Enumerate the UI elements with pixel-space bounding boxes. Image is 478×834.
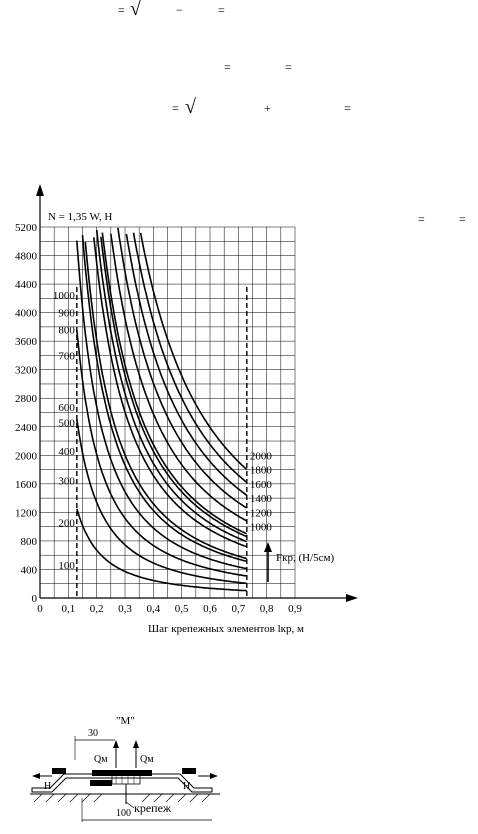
series-label-left: 700 bbox=[58, 350, 75, 362]
plus-sign: + bbox=[264, 101, 271, 115]
series-label-left: 100 bbox=[58, 560, 75, 572]
y-tick-label: 800 bbox=[21, 536, 38, 548]
y-tick-label: 2800 bbox=[15, 393, 38, 405]
equals-sign: = bbox=[459, 212, 466, 226]
y-tick-label: 2000 bbox=[15, 450, 38, 462]
q-right-label: Qм bbox=[140, 754, 154, 765]
y-axis-arrow bbox=[36, 184, 44, 196]
y-tick-label: 4800 bbox=[15, 251, 38, 263]
series-curve-400 bbox=[76, 240, 247, 570]
series-label-right: 1600 bbox=[250, 479, 272, 491]
sqrt-sign: √ bbox=[130, 0, 141, 20]
chart-grid bbox=[39, 226, 296, 599]
legend-title: Fкр, (Н/5см) bbox=[276, 552, 334, 564]
series-curve-700 bbox=[93, 237, 248, 548]
x-tick-label: 0,6 bbox=[203, 603, 217, 615]
series-curve-600 bbox=[84, 241, 248, 560]
x-tick-label: 0,2 bbox=[90, 603, 104, 615]
dimension-30: 30 bbox=[88, 728, 98, 739]
series-label-right: 2000 bbox=[250, 450, 272, 462]
h-right-label: Н bbox=[183, 781, 190, 792]
x-tick-label: 0,3 bbox=[118, 603, 132, 615]
equals-sign: = bbox=[344, 101, 351, 115]
y-tick-label: 1600 bbox=[15, 479, 38, 491]
series-curve-1800 bbox=[132, 232, 248, 484]
y-tick-label: 3600 bbox=[15, 336, 38, 348]
x-axis-label: Шаг крепежных элементов lкр, м bbox=[148, 623, 304, 635]
y-tick-label: 1200 bbox=[15, 507, 38, 519]
series-label-left: 600 bbox=[58, 402, 75, 414]
fastener-diagram: "М" 30 Qм Qм Н Н крепеж 100 bbox=[30, 715, 220, 822]
series-curve-800 bbox=[95, 229, 248, 543]
series-label-right: 1200 bbox=[250, 507, 272, 519]
series-curve-2000 bbox=[139, 232, 248, 471]
series-label-left: 900 bbox=[58, 308, 75, 320]
equals-sign: = bbox=[224, 60, 231, 74]
series-curve-200 bbox=[76, 419, 247, 585]
series-curve-900 bbox=[100, 236, 248, 538]
equals-sign: = bbox=[172, 101, 179, 115]
x-tick-label: 0 bbox=[37, 603, 43, 615]
series-curve-300 bbox=[76, 329, 247, 577]
y-tick-label: 5200 bbox=[15, 222, 38, 234]
series-label-left: 500 bbox=[58, 417, 75, 429]
series-curve-500 bbox=[81, 234, 248, 563]
dimension-100: 100 bbox=[116, 808, 131, 819]
h-left-label: Н bbox=[44, 781, 51, 792]
series-curve-100 bbox=[76, 508, 247, 592]
legend-arrow bbox=[264, 542, 272, 582]
y-tick-label: 400 bbox=[21, 564, 38, 576]
x-tick-label: 0,8 bbox=[260, 603, 274, 615]
chart-axes bbox=[36, 184, 358, 602]
series-label-left: 300 bbox=[58, 475, 75, 487]
y-axis-label: N = 1,35 W, H bbox=[48, 211, 112, 223]
equals-sign: = bbox=[118, 3, 125, 17]
y-tick-label: 0 bbox=[32, 593, 38, 605]
diagram-title: "М" bbox=[116, 715, 135, 727]
y-tick-label: 4000 bbox=[15, 308, 38, 320]
series-label-right: 1000 bbox=[250, 522, 272, 534]
x-tick-label: 0,4 bbox=[146, 603, 160, 615]
series-curve-1400 bbox=[117, 227, 248, 509]
series-curve-1000 bbox=[101, 232, 248, 535]
q-left-label: Qм bbox=[94, 754, 108, 765]
x-tick-label: 0,7 bbox=[231, 603, 245, 615]
y-tick-label: 2400 bbox=[15, 422, 38, 434]
series-label-right: 1800 bbox=[250, 465, 272, 477]
chart-tick-labels: 0 0,1 0,2 0,3 0,4 0,5 0,6 0,7 0,8 0,9040080012001… bbox=[15, 222, 302, 615]
equals-sign: = bbox=[218, 3, 225, 17]
chart-series-labels: 1000 900 800 700 600 500 400 300 200 100 2000 1800 1… bbox=[53, 290, 272, 572]
series-curve-1600 bbox=[125, 233, 248, 496]
equals-sign: = bbox=[418, 212, 425, 226]
chart-curves bbox=[76, 227, 248, 592]
fastener-label: крепеж bbox=[134, 801, 172, 815]
x-tick-label: 0,1 bbox=[61, 603, 75, 615]
sqrt-sign: √ bbox=[185, 96, 196, 118]
series-curve-1200 bbox=[110, 233, 248, 522]
y-tick-label: 4400 bbox=[15, 279, 38, 291]
equals-sign: = bbox=[285, 60, 292, 74]
minus-sign: − bbox=[176, 3, 183, 17]
x-tick-label: 0,5 bbox=[175, 603, 189, 615]
series-label-left: 400 bbox=[58, 446, 75, 458]
x-tick-label: 0,9 bbox=[288, 603, 302, 615]
x-axis-arrow bbox=[346, 594, 358, 602]
series-label-left: 200 bbox=[58, 517, 75, 529]
series-label-right: 1400 bbox=[250, 493, 272, 505]
series-label-left: 1000 bbox=[53, 290, 76, 302]
fastener-load-chart: 0 0,1 0,2 0,3 0,4 0,5 0,6 0,7 0,8 0,9040080012001… bbox=[15, 184, 358, 635]
series-label-left: 800 bbox=[58, 325, 75, 337]
y-tick-label: 3200 bbox=[15, 365, 38, 377]
